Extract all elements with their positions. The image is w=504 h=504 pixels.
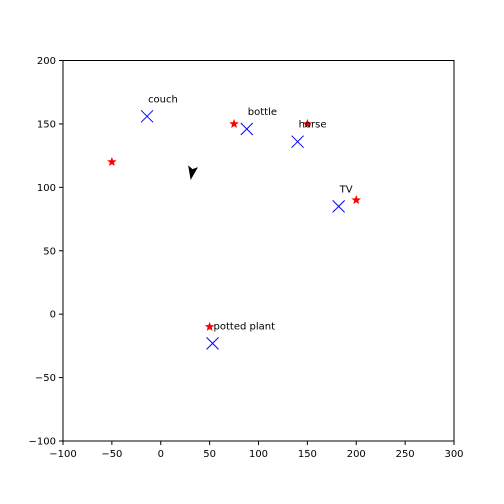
y-tick-label: −50: [35, 373, 56, 384]
x-tick-label: 200: [347, 449, 366, 460]
star-marker: [351, 195, 362, 205]
object-label: couch: [148, 94, 178, 105]
y-tick-label: 0: [50, 310, 56, 321]
x-axis: −100 −50 0 50 100 150 200 250 300: [49, 441, 464, 460]
star-marker: [229, 118, 239, 128]
object-label: horse: [299, 120, 327, 131]
object-x-marker: [332, 200, 346, 213]
y-tick-label: 100: [37, 183, 56, 194]
x-tick-label: 50: [203, 449, 216, 460]
object-label: bottle: [248, 107, 277, 118]
y-tick-label: −100: [29, 437, 56, 448]
object-label: TV: [339, 184, 353, 195]
x-tick-label: 100: [249, 449, 268, 460]
agent-arrow-marker: [188, 165, 198, 180]
star-marker: [107, 156, 117, 167]
x-tick-label: −50: [101, 449, 122, 460]
plot-marks: couch bottle horse TV potted plant: [107, 94, 362, 350]
y-tick-label: 200: [37, 56, 56, 67]
object-x-marker: [206, 336, 219, 350]
star-marker: [302, 118, 313, 128]
object-x-marker: [140, 109, 154, 123]
star-marker: [204, 321, 215, 331]
y-tick-label: 150: [37, 119, 56, 130]
x-tick-label: 300: [444, 449, 463, 460]
x-tick-label: 0: [158, 449, 164, 460]
y-tick-label: 50: [43, 246, 56, 257]
object-label: potted plant: [214, 321, 276, 332]
x-tick-label: 250: [396, 449, 415, 460]
object-x-marker: [240, 122, 254, 136]
x-tick-label: 150: [298, 449, 317, 460]
y-axis: −100 −50 0 50 100 150 200: [29, 56, 63, 448]
x-tick-label: −100: [49, 449, 76, 460]
object-x-marker: [291, 135, 304, 149]
